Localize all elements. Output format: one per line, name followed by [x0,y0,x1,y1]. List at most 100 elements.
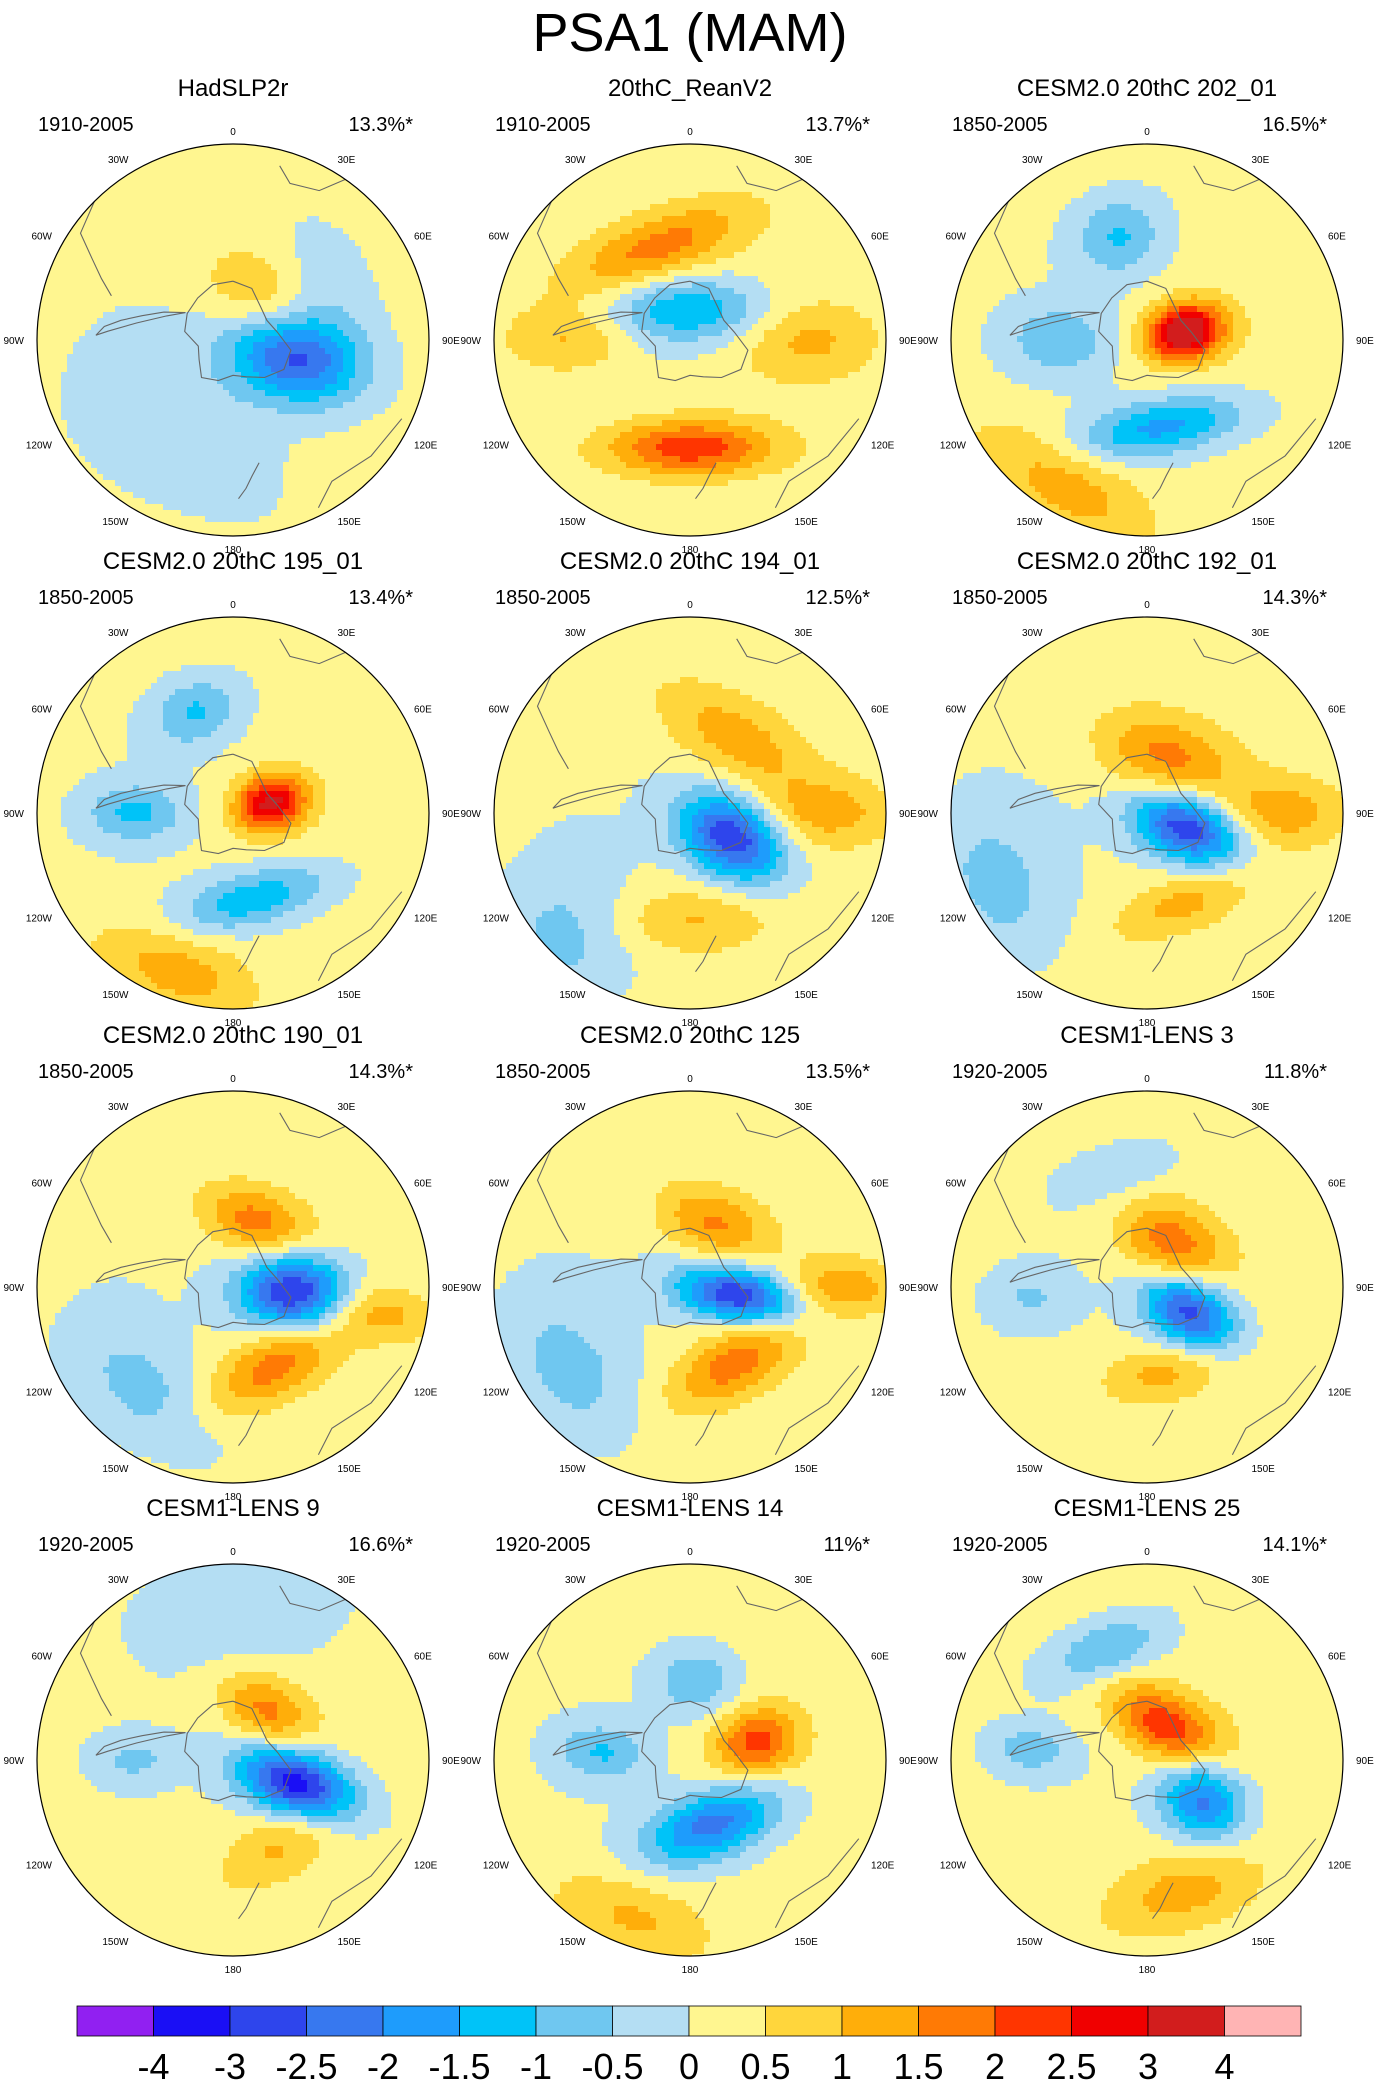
africa-coastline [1193,1585,1260,1612]
antarctic-peninsula-coastline [95,311,186,336]
longitude-label: 90E [442,1756,460,1767]
australia-coastline [317,1838,403,1928]
map-border [36,1090,430,1484]
antarctica-coastline [1098,280,1206,382]
longitude-label: 30E [1252,1102,1270,1113]
longitude-label: 60E [414,705,432,716]
longitude-label: 150E [338,1937,362,1948]
south-america-coastline [536,674,569,770]
map-border [950,1090,1344,1484]
panel-period: 1850-2005 [495,587,591,609]
longitude-label: 150W [102,1464,129,1475]
antarctic-peninsula-coastline [1009,1731,1100,1756]
longitude-label: 150E [795,517,819,528]
longitude-label: 150W [1016,1464,1043,1475]
longitude-label: 60E [414,232,432,243]
south-america-coastline [536,201,569,297]
longitude-label: 0 [230,600,236,611]
longitude-label: 90E [899,336,917,347]
map-border [950,143,1344,537]
south-america-coastline [993,201,1026,297]
colorbar-tick-label: -2 [367,2046,399,2086]
longitude-label: 60E [871,232,889,243]
map-panel: CESM1-LENS 3 1920-2005 11.8%* 0 30E 60E 90E 120… [917,1022,1374,1503]
longitude-label: 60E [1328,705,1346,716]
contour-field [37,1091,429,1483]
longitude-label: 30W [1022,1575,1043,1586]
longitude-label: 90E [899,809,917,820]
australia-coastline [1231,1838,1317,1928]
south-america-coastline [79,674,112,770]
longitude-label: 90W [3,336,24,347]
longitude-label: 120W [940,914,967,925]
map-panel: CESM1-LENS 25 1920-2005 14.1%* 0 30E 60E 90E 12… [917,1495,1374,1976]
colorbar-swatch [841,2005,919,2037]
antarctic-peninsula-coastline [1009,1258,1100,1283]
longitude-label: 60W [31,705,52,716]
antarctica-coastline [1098,753,1206,855]
longitude-label: 0 [687,600,693,611]
longitude-label: 180 [1139,1965,1156,1976]
longitude-label: 150W [1016,990,1043,1001]
longitude-label: 120E [1328,1388,1352,1399]
panel-period: 1920-2005 [952,1061,1048,1083]
south-america-coastline [79,1148,112,1244]
longitude-label: 90E [442,1283,460,1294]
longitude-label: 90E [1356,336,1374,347]
australia-coastline [317,418,403,508]
new-zealand-coastline [1152,935,1174,973]
map-panel: 20thC_ReanV2 1910-2005 13.7%* 0 30E 60E 90E 120… [460,75,917,556]
longitude-label: 60E [871,1652,889,1663]
longitude-label: 30W [108,1575,129,1586]
colorbar-swatch [612,2005,690,2037]
longitude-label: 30W [565,1575,586,1586]
panel-variance: 13.4%* [349,587,414,609]
colorbar-tick-label: 0.5 [740,2046,790,2086]
longitude-label: 180 [1139,545,1156,556]
longitude-label: 60E [1328,232,1346,243]
africa-coastline [279,638,346,665]
longitude-label: 150W [559,517,586,528]
africa-coastline [736,1585,803,1612]
panel-variance: 11.8%* [1264,1061,1327,1083]
longitude-label: 150W [1016,517,1043,528]
australia-coastline [1231,418,1317,508]
antarctic-peninsula-coastline [552,1731,643,1756]
panel-variance: 13.5%* [806,1061,871,1083]
antarctic-peninsula-coastline [552,1258,643,1283]
antarctica-coastline [641,1227,749,1329]
longitude-label: 90W [917,1756,938,1767]
longitude-label: 120E [1328,441,1352,452]
antarctic-peninsula-coastline [1009,311,1100,336]
colorbar-tick-label: -4 [137,2046,169,2086]
longitude-label: 120E [1328,1861,1352,1872]
longitude-label: 120E [414,914,438,925]
longitude-label: 60W [945,705,966,716]
panel-period: 1910-2005 [38,114,134,136]
longitude-label: 30E [1252,1575,1270,1586]
panel-title: CESM2.0 20thC 195_01 [103,548,363,575]
contour-field [37,617,429,1009]
longitude-label: 90W [3,809,24,820]
longitude-label: 150E [1252,990,1276,1001]
map-border [950,1563,1344,1957]
panel-variance: 13.3%* [349,114,414,136]
longitude-label: 120W [940,1388,967,1399]
longitude-label: 60W [945,1179,966,1190]
longitude-label: 60E [1328,1179,1346,1190]
longitude-label: 120W [483,1388,510,1399]
longitude-label: 120E [871,1861,895,1872]
panel-title: 20thC_ReanV2 [608,75,772,102]
colorbar-swatch [994,2005,1072,2037]
longitude-label: 120E [414,1388,438,1399]
panel-variance: 13.7%* [806,114,871,136]
longitude-label: 180 [682,1018,699,1029]
longitude-label: 30E [1252,155,1270,166]
longitude-label: 90E [899,1756,917,1767]
longitude-label: 60E [414,1652,432,1663]
map-panel: CESM1-LENS 14 1920-2005 11%* 0 30E 60E 90E 120E… [460,1495,917,1976]
colorbar-tick-label: -0.5 [581,2046,643,2086]
antarctic-peninsula-coastline [1009,784,1100,809]
longitude-label: 180 [225,1018,242,1029]
longitude-label: 30W [108,1102,129,1113]
